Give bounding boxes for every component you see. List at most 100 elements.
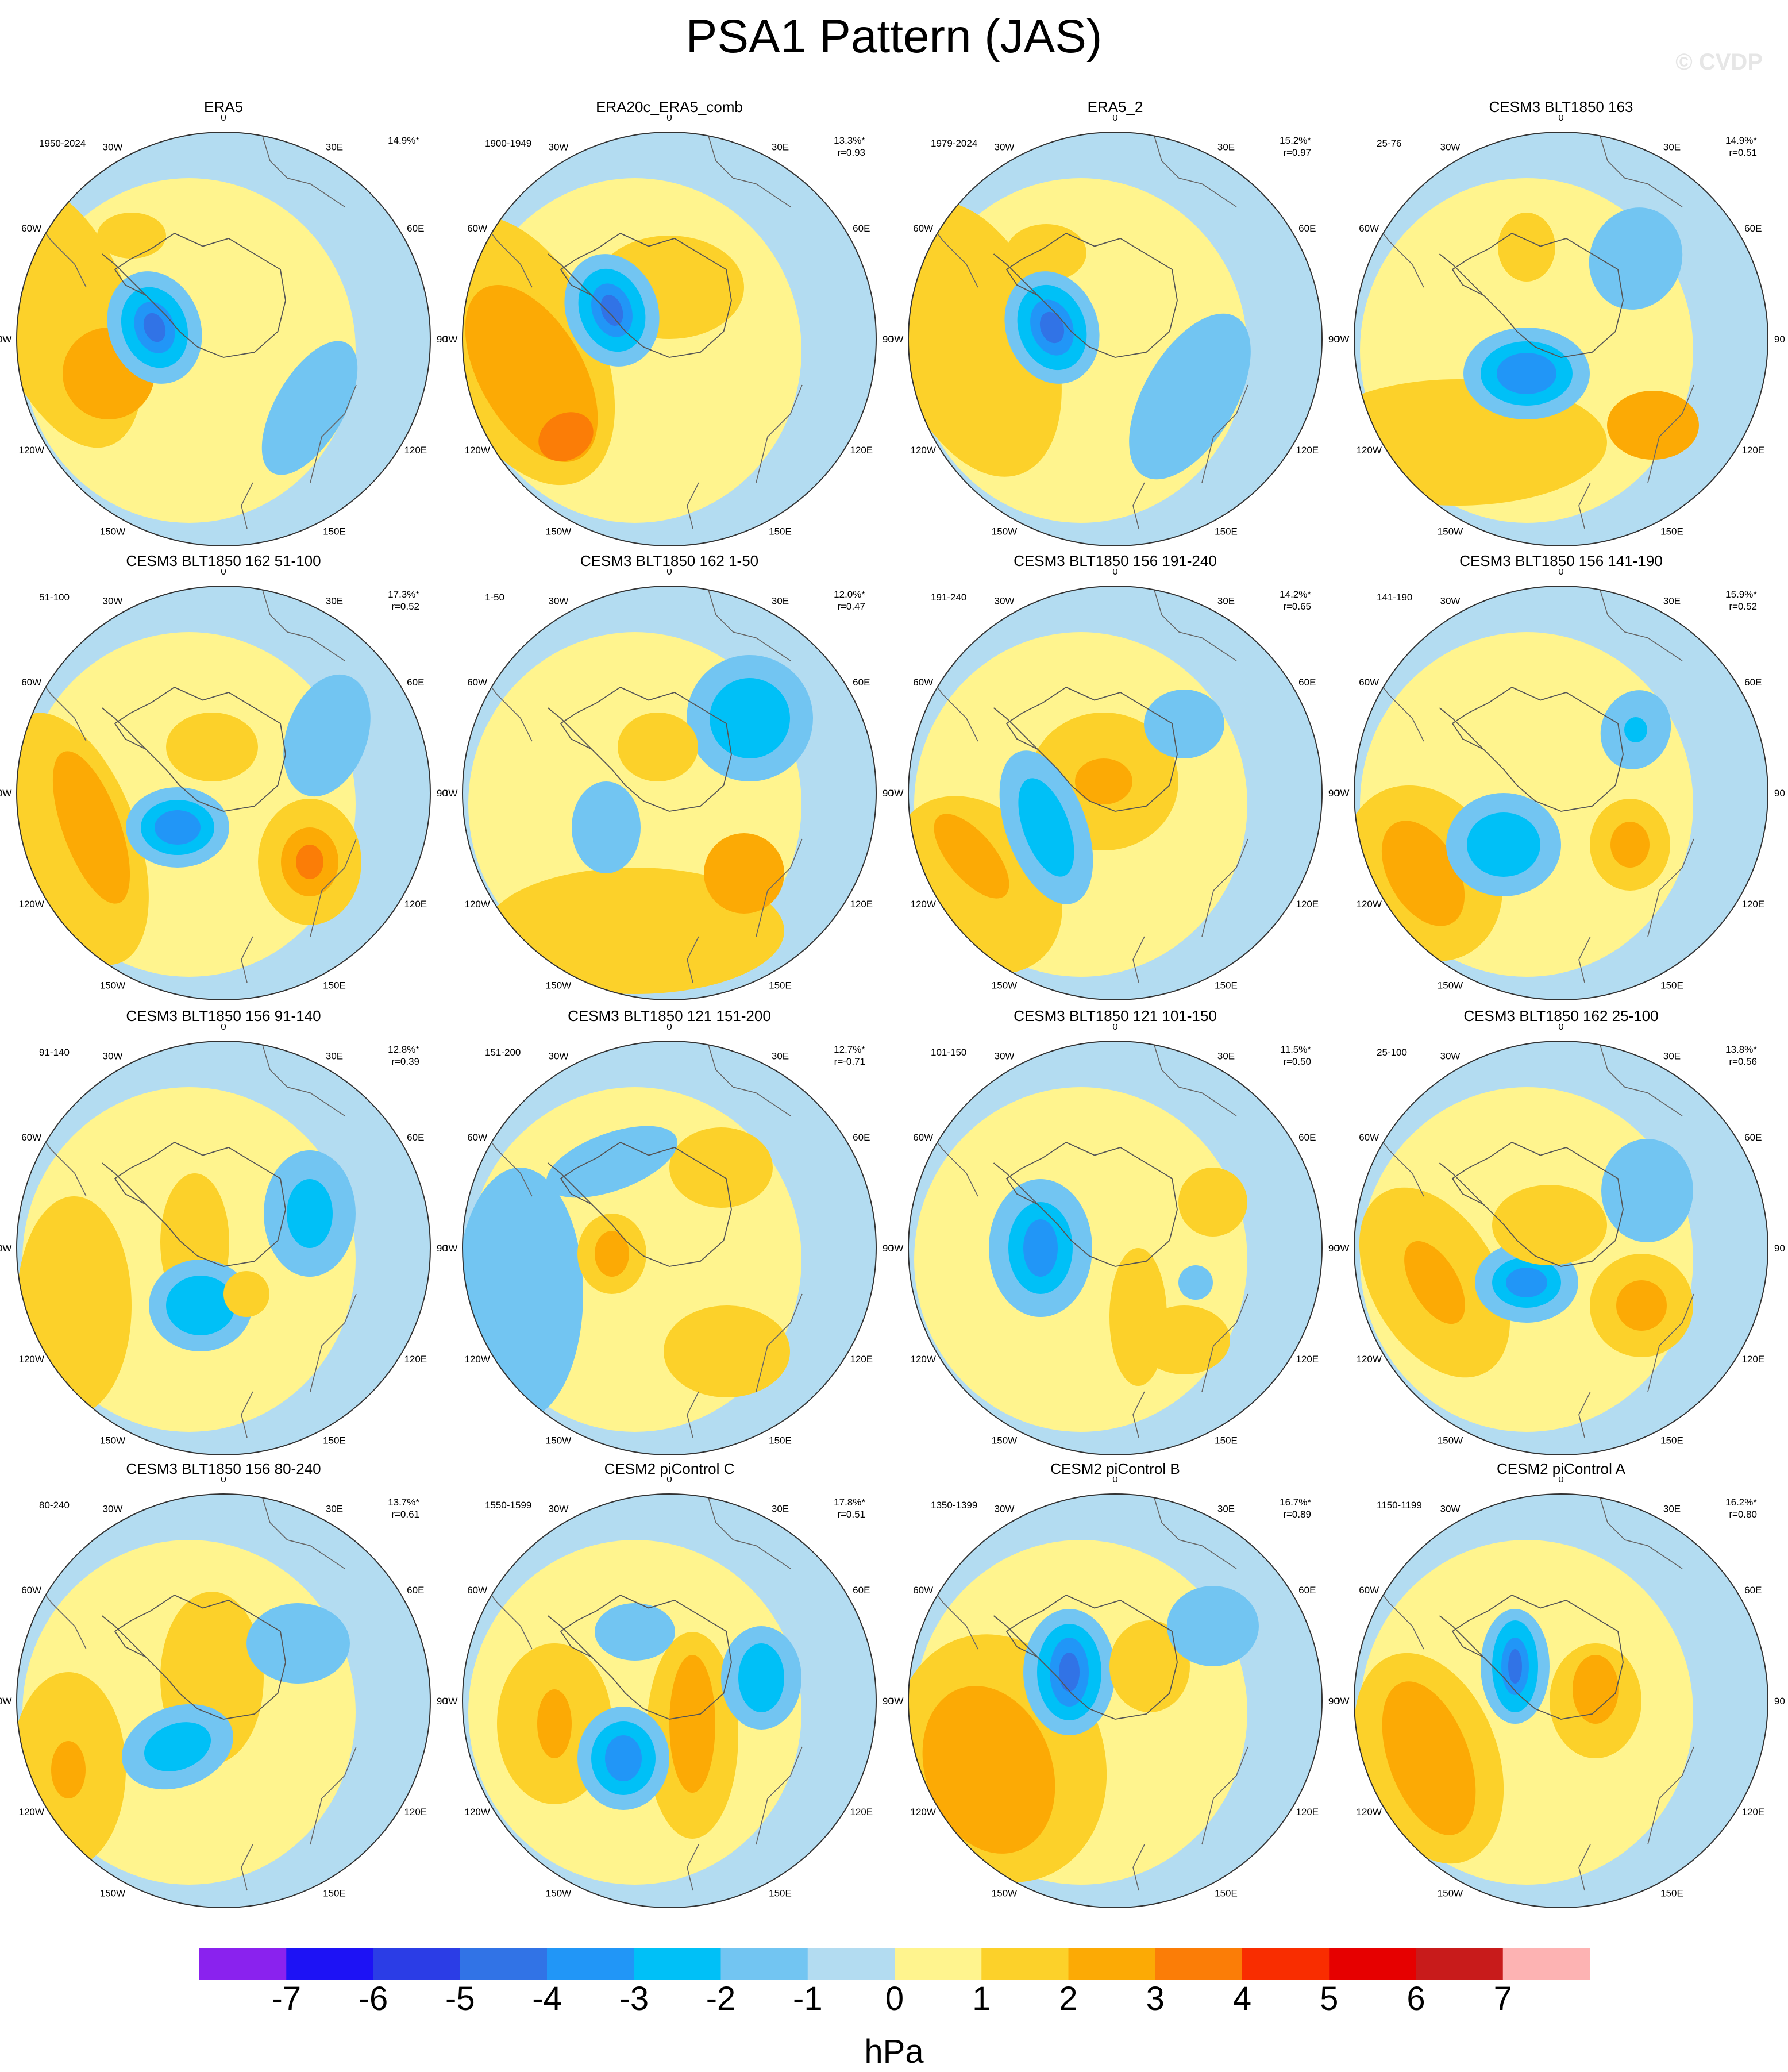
longitude-label: 90W: [892, 788, 903, 799]
longitude-label: 30E: [772, 596, 789, 607]
watermark: © CVDP: [1675, 49, 1763, 75]
longitude-label: 30W: [549, 1504, 569, 1515]
stats-label: 12.0%* r=0.47: [779, 588, 865, 613]
polar-map: 030E60E90E120E150E180150W120W90W60W30W: [446, 115, 893, 546]
continent-coastline: [1201, 838, 1248, 937]
longitude-label: 150W: [100, 1888, 125, 1898]
peninsula-coastline: [993, 1162, 1038, 1205]
map-boundary: [16, 1493, 431, 1908]
longitude-label: 30E: [772, 142, 789, 153]
longitude-label: 0: [1112, 115, 1118, 123]
field-contour: [618, 713, 698, 781]
longitude-label: 60W: [21, 223, 41, 234]
longitude-label: 150W: [992, 980, 1017, 991]
map-boundary: [908, 1041, 1323, 1455]
longitude-label: 30W: [1440, 596, 1461, 607]
longitude-label: 30W: [103, 1051, 123, 1062]
field-contour: [1023, 1219, 1058, 1277]
period-label: 25-76: [1377, 138, 1402, 149]
continent-coastline: [310, 1746, 357, 1845]
longitude-label: 120W: [910, 1807, 935, 1817]
field-contour: [1508, 1649, 1522, 1684]
explained-variance: 13.3%*: [834, 135, 865, 146]
longitude-label: 90E: [437, 788, 447, 799]
field-contour: [1492, 1185, 1607, 1265]
longitude-label: 120W: [1356, 899, 1381, 910]
explained-variance: 13.7%*: [388, 1497, 419, 1508]
pattern-correlation: r=0.51: [837, 1509, 865, 1520]
longitude-label: 90E: [1328, 1243, 1339, 1254]
longitude-label: 90E: [437, 1243, 447, 1254]
longitude-label: 150W: [546, 980, 571, 991]
longitude-label: 150W: [546, 1435, 571, 1446]
longitude-label: 30E: [326, 596, 343, 607]
longitude-label: 120W: [1356, 1807, 1381, 1817]
longitude-label: 30E: [1663, 1504, 1681, 1515]
explained-variance: 12.7%*: [834, 1044, 865, 1055]
longitude-label: 150E: [769, 1435, 792, 1446]
polar-map: 030E60E90E120E150E180150W120W90W60W30W: [0, 569, 447, 1000]
field-contour: [287, 1179, 333, 1248]
longitude-label: 30E: [1217, 142, 1235, 153]
field-contour: [738, 1643, 784, 1712]
map-panel: ERA5_2030E60E90E120E150E180150W120W90W60…: [892, 98, 1339, 552]
field-contour: [51, 1741, 86, 1798]
stats-label: 13.3%* r=0.93: [779, 134, 865, 159]
field-contour: [1018, 778, 1074, 877]
field-contour: [1178, 1265, 1213, 1300]
antarctica-coastline: [1451, 1594, 1624, 1720]
continent-coastline: [687, 936, 699, 983]
antarctica-coastline: [114, 686, 286, 812]
field-contour: [1616, 1280, 1667, 1331]
explained-variance: 16.2%*: [1725, 1497, 1757, 1508]
explained-variance: 14.9%*: [1725, 135, 1757, 146]
longitude-label: 90W: [446, 334, 457, 345]
continent-coastline: [707, 1494, 791, 1569]
map-panel: CESM3 BLT1850 163030E60E90E120E150E18015…: [1338, 98, 1785, 552]
longitude-label: 150E: [769, 980, 792, 991]
continent-coastline: [1598, 586, 1683, 661]
longitude-label: 60W: [21, 677, 41, 688]
antarctica-coastline: [560, 232, 732, 358]
continent-coastline: [1647, 838, 1694, 937]
explained-variance: 17.3%*: [388, 589, 419, 600]
panel-title: CESM2 piControl C: [604, 1460, 735, 1477]
stats-label: 17.8%* r=0.51: [779, 1496, 865, 1520]
longitude-label: 0: [221, 115, 226, 123]
continent-coastline: [1132, 482, 1145, 529]
field-contour: [1607, 391, 1699, 460]
field-contour: [1075, 758, 1132, 804]
longitude-label: 90W: [892, 1696, 903, 1707]
field-contour: [1624, 717, 1647, 742]
continent-coastline: [1153, 1041, 1237, 1116]
field-contour: [1144, 690, 1224, 758]
longitude-label: 30E: [1217, 1504, 1235, 1515]
longitude-label: 0: [1112, 1477, 1118, 1485]
field-contour: [1006, 224, 1086, 282]
continent-coastline: [261, 1041, 345, 1116]
longitude-label: 60E: [1298, 223, 1316, 234]
longitude-label: 150E: [1215, 980, 1238, 991]
period-label: 1550-1599: [485, 1500, 532, 1511]
antarctica-coastline: [1005, 686, 1178, 812]
map-boundary: [462, 1493, 877, 1908]
continent-coastline: [687, 482, 699, 529]
longitude-label: 150E: [1215, 1435, 1238, 1446]
stats-label: 13.8%* r=0.56: [1671, 1043, 1757, 1068]
continent-coastline: [261, 132, 345, 207]
longitude-label: 120W: [910, 1354, 935, 1365]
longitude-label: 120E: [1296, 445, 1319, 456]
longitude-label: 150W: [1438, 1888, 1463, 1898]
map-boundary: [908, 586, 1323, 1000]
colorbar-tick-label: -3: [619, 1980, 649, 2017]
longitude-label: 150W: [546, 526, 571, 537]
pattern-correlation: r=0.61: [391, 1509, 419, 1520]
colorbar-tick-label: 7: [1493, 1980, 1512, 2017]
colorbar-tick-label: 5: [1320, 1980, 1339, 2017]
longitude-label: 120E: [404, 899, 427, 910]
field-contour: [296, 845, 323, 879]
panel-title: CESM3 BLT1850 156 91-140: [126, 1007, 321, 1025]
colorbar-segment: [1068, 1948, 1156, 1980]
longitude-label: 0: [1112, 569, 1118, 577]
continent-coastline: [310, 384, 357, 483]
